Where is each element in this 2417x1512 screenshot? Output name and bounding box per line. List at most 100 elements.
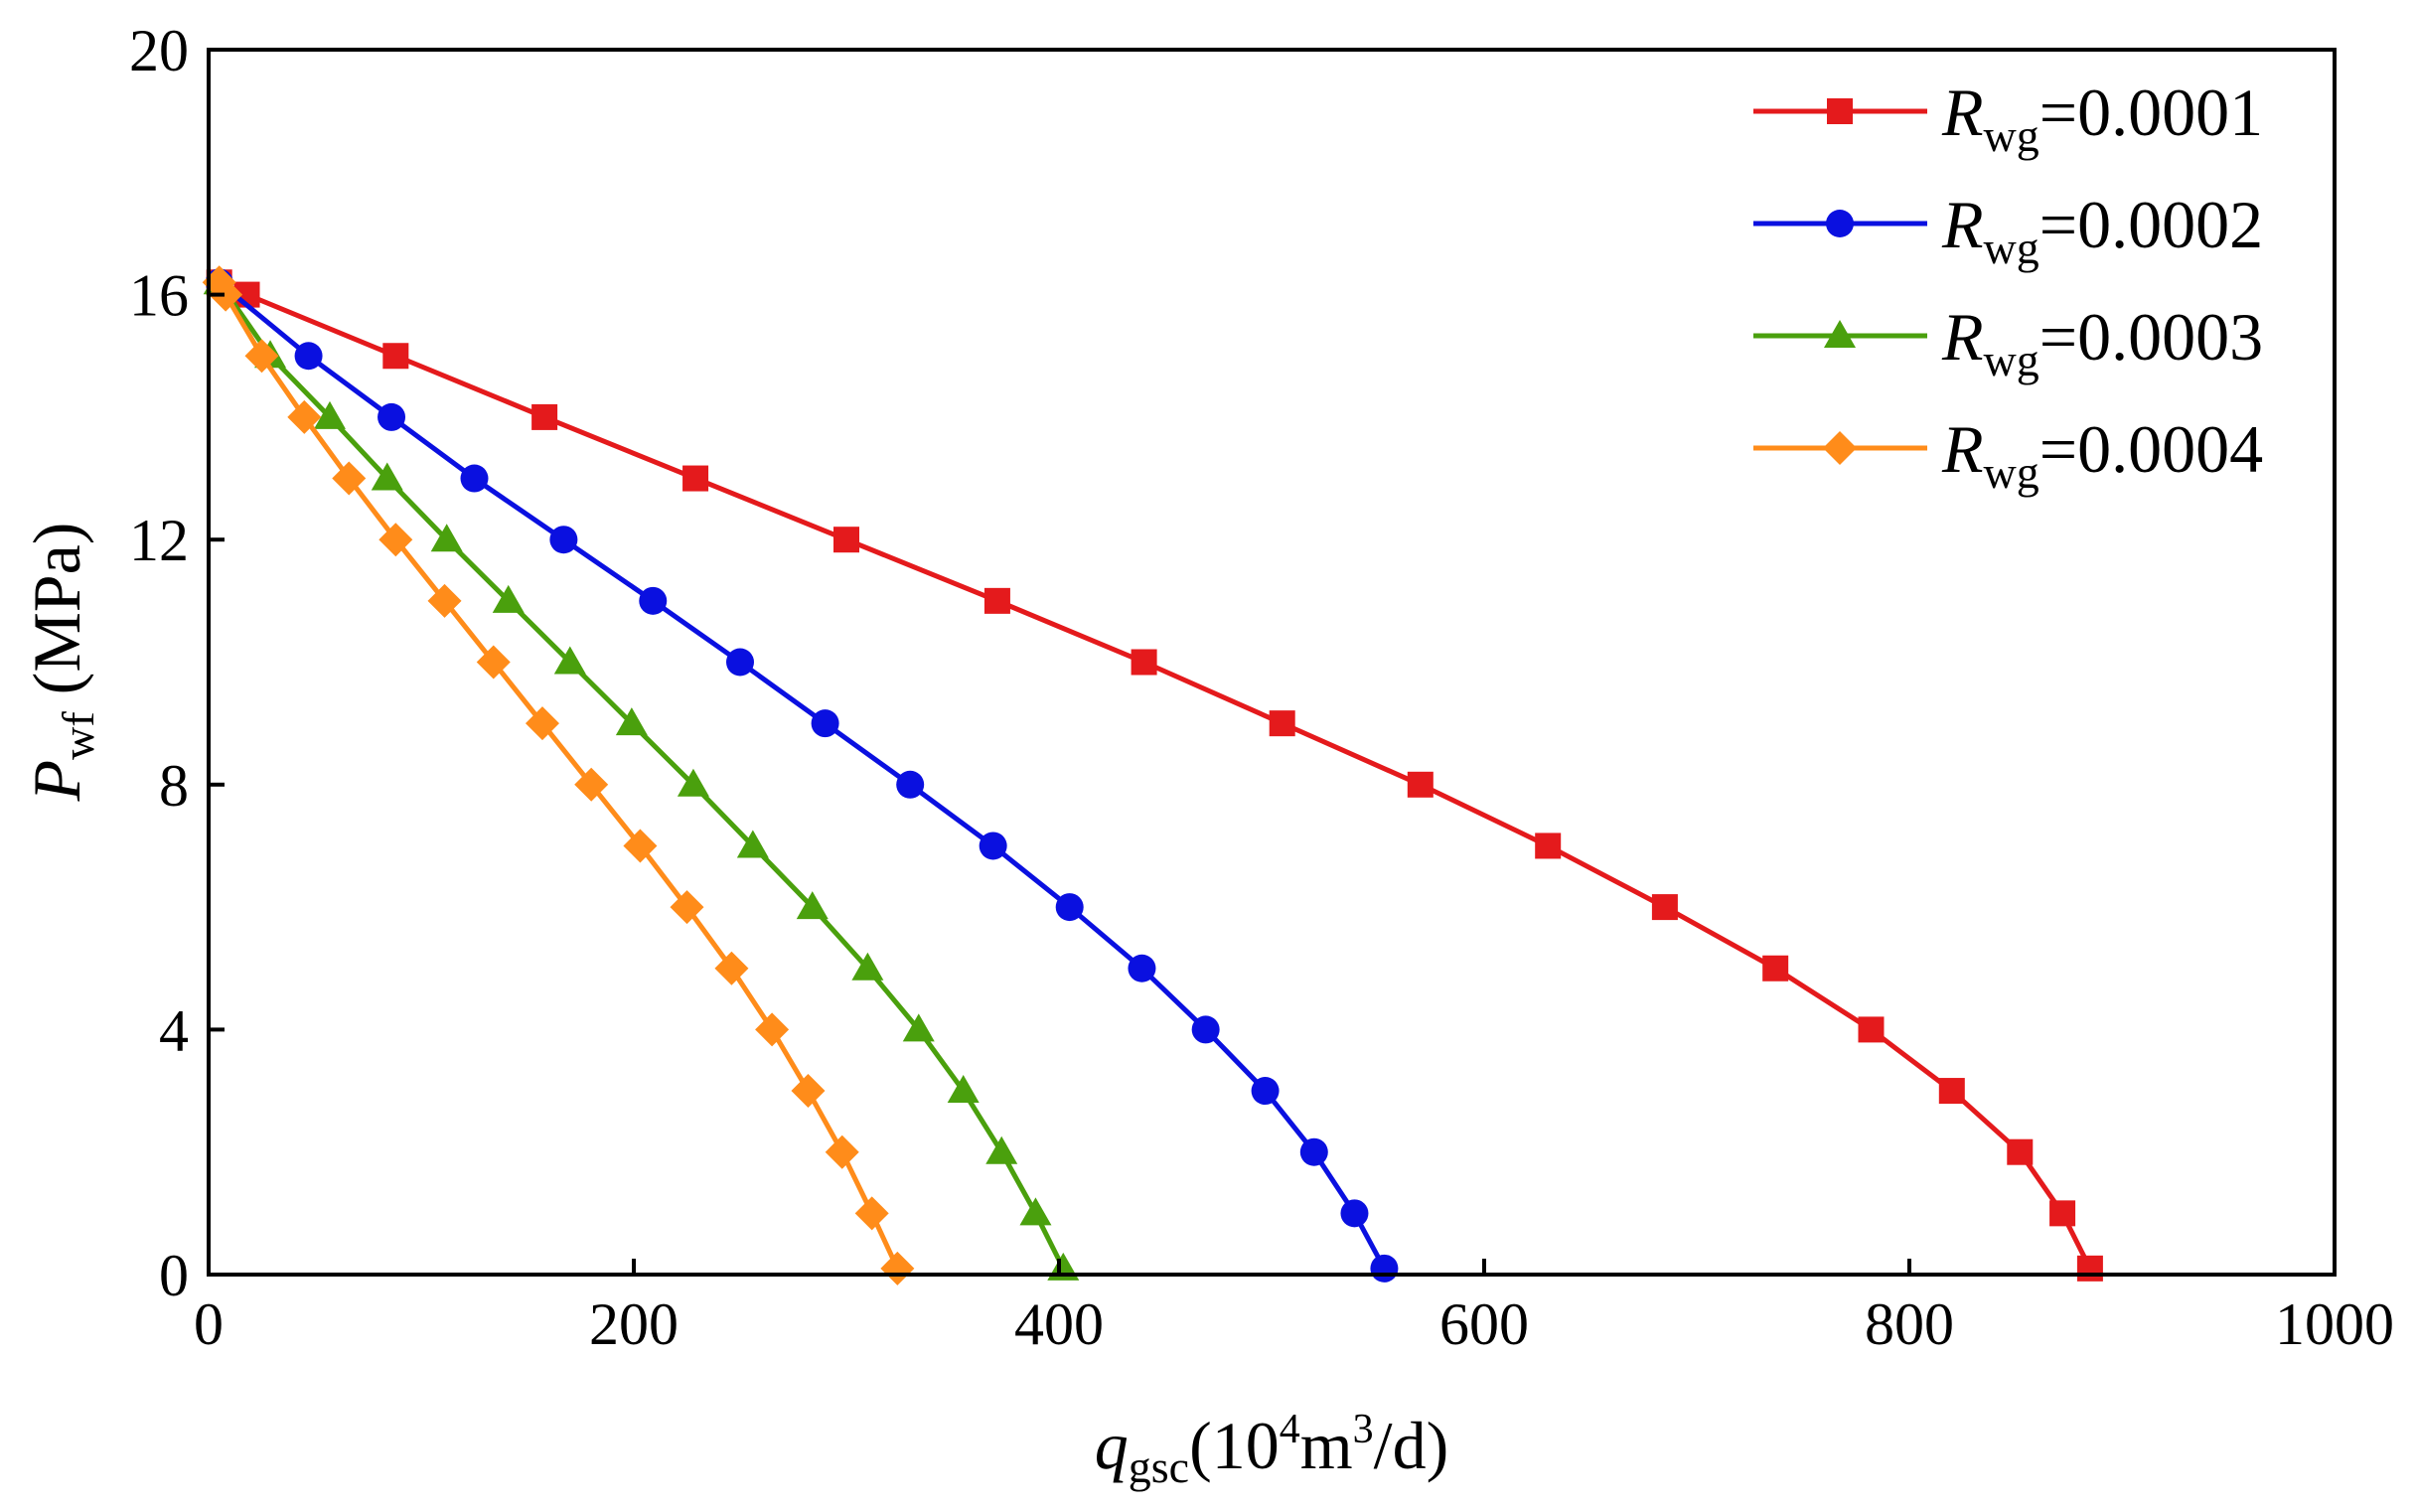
data-point [623, 829, 658, 863]
data-point [1858, 1016, 1885, 1043]
data-point [677, 768, 709, 797]
data-point [1370, 1254, 1399, 1283]
data-point [2007, 1138, 2034, 1165]
data-point [947, 1075, 980, 1104]
legend-label: Rwg=0.0003 [1941, 299, 2263, 385]
x-axis-title: qgsc(104m3/d) [1095, 1407, 1448, 1492]
data-point [371, 462, 403, 491]
y-tick-label: 8 [159, 753, 189, 819]
y-tick-label: 16 [129, 263, 189, 329]
legend-item: Rwg=0.0003 [1753, 299, 2263, 385]
series-3 [202, 265, 915, 1285]
y-tick-label: 4 [159, 997, 189, 1063]
x-tick-label: 400 [1014, 1291, 1104, 1357]
x-tick-label: 1000 [2275, 1291, 2394, 1357]
data-point [525, 706, 559, 741]
data-point [639, 586, 668, 615]
x-tick-label: 200 [589, 1291, 679, 1357]
data-point [460, 464, 489, 493]
data-point [1128, 954, 1156, 983]
data-point [1407, 771, 1434, 798]
data-point [1340, 1199, 1369, 1228]
data-point [880, 1251, 915, 1285]
y-tick-label: 0 [159, 1243, 189, 1308]
data-point [1191, 1015, 1220, 1044]
series-2 [203, 266, 1080, 1281]
data-point [430, 524, 463, 552]
data-point [2049, 1200, 2076, 1227]
data-point [985, 1135, 1018, 1164]
data-point [983, 587, 1010, 614]
data-point [287, 399, 322, 434]
data-point [244, 339, 279, 374]
y-axis-title: Pwf (MPa) [19, 523, 103, 803]
legend-label: Rwg=0.0004 [1941, 411, 2263, 498]
data-point [670, 890, 704, 925]
data-point [825, 1134, 859, 1169]
data-point [1535, 832, 1562, 859]
legend-item: Rwg=0.0002 [1753, 187, 2263, 273]
data-point [492, 584, 525, 613]
data-point [736, 830, 769, 858]
x-tick-label: 0 [194, 1291, 224, 1357]
data-point [531, 403, 558, 430]
data-point [1055, 893, 1084, 922]
data-point [1299, 1137, 1328, 1166]
series-line [217, 280, 1066, 1270]
legend-marker [1826, 210, 1854, 237]
data-point [851, 952, 884, 981]
series-line [218, 279, 2093, 1270]
data-point [476, 645, 511, 680]
legend-marker [1824, 320, 1856, 348]
legend: Rwg=0.0001 Rwg=0.0002 Rwg=0.0003 Rwg=0.0004 [1753, 75, 2263, 498]
data-point [1251, 1077, 1280, 1106]
legend-label: Rwg=0.0002 [1941, 187, 2263, 273]
data-point [726, 648, 754, 677]
data-point [979, 832, 1007, 860]
legend-label: Rwg=0.0001 [1941, 75, 2263, 161]
data-point [833, 527, 859, 553]
data-point [332, 461, 367, 496]
data-point [755, 1012, 790, 1047]
y-tick-label: 12 [129, 508, 189, 573]
data-point [791, 1074, 826, 1109]
data-point [811, 709, 839, 738]
series-layer [202, 265, 2103, 1285]
data-point [1938, 1078, 1965, 1105]
y-tick-label: 20 [129, 18, 189, 83]
data-point [2076, 1255, 2103, 1282]
data-point [1651, 894, 1678, 921]
data-point [796, 891, 829, 920]
data-point [1019, 1197, 1052, 1226]
data-point [1269, 710, 1295, 737]
legend-item: Rwg=0.0004 [1753, 411, 2263, 498]
legend-item: Rwg=0.0001 [1753, 75, 2263, 161]
data-point [209, 277, 243, 312]
data-point [553, 646, 586, 675]
data-point [896, 770, 925, 799]
data-point [615, 707, 648, 736]
data-point [378, 402, 406, 431]
x-tick-label: 600 [1439, 1291, 1529, 1357]
data-point [1131, 649, 1157, 676]
data-point [902, 1013, 935, 1042]
data-point [382, 343, 409, 370]
data-point [574, 767, 609, 802]
data-point [427, 583, 462, 618]
legend-marker [1823, 431, 1857, 465]
series-1 [205, 268, 1399, 1283]
data-point [854, 1196, 889, 1231]
data-point [294, 342, 323, 371]
x-tick-label: 800 [1865, 1291, 1954, 1357]
data-point [549, 526, 578, 554]
data-point [1762, 955, 1789, 982]
legend-marker [1827, 98, 1853, 124]
data-point [378, 523, 413, 557]
plot-frame [207, 48, 2337, 1277]
data-point [313, 400, 346, 429]
data-point [714, 951, 749, 985]
data-point [682, 465, 709, 492]
ticks-layer: 0 200 400 600 800 1000 0 4 8 12 16 20 [129, 18, 2394, 1357]
